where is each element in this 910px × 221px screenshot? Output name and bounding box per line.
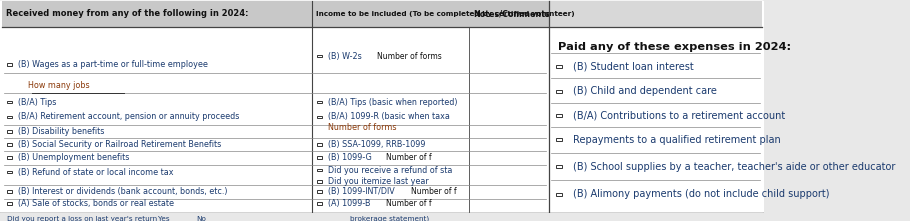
Text: (A) 1099-B: (A) 1099-B <box>329 199 371 208</box>
Text: (B/A) 1099-R (basic when taxa: (B/A) 1099-R (basic when taxa <box>329 112 450 121</box>
Text: (B) School supplies by a teacher, teacher's aide or other educator: (B) School supplies by a teacher, teache… <box>573 162 895 171</box>
Bar <box>7 171 12 173</box>
Text: Did you report a loss on last year's return: Did you report a loss on last year's ret… <box>7 216 157 221</box>
Text: (B/A) Tips (basic when reported): (B/A) Tips (basic when reported) <box>329 98 458 107</box>
Text: Number of f: Number of f <box>386 153 431 162</box>
Text: Number of f: Number of f <box>411 187 457 196</box>
Text: Repayments to a qualified retirement plan: Repayments to a qualified retirement pla… <box>573 135 781 145</box>
Text: (B) Alimony payments (do not include child support): (B) Alimony payments (do not include chi… <box>573 189 829 199</box>
Text: (B/A) Tips: (B/A) Tips <box>18 98 56 107</box>
Text: brokerage statement): brokerage statement) <box>349 216 429 221</box>
Bar <box>556 193 562 196</box>
Text: (B) Disability benefits: (B) Disability benefits <box>18 127 105 136</box>
Bar <box>147 218 151 220</box>
Text: (A) Sale of stocks, bonds or real estate: (A) Sale of stocks, bonds or real estate <box>18 199 175 208</box>
Bar <box>317 156 322 159</box>
Bar <box>556 65 562 68</box>
Text: (B) Interest or dividends (bank account, bonds, etc.): (B) Interest or dividends (bank account,… <box>18 187 228 196</box>
Bar <box>7 130 12 133</box>
Bar <box>317 169 322 171</box>
Text: (B) Refund of state or local income tax: (B) Refund of state or local income tax <box>18 168 174 177</box>
Bar <box>7 101 12 103</box>
Bar <box>7 202 12 205</box>
Text: (B) Wages as a part-time or full-time employee: (B) Wages as a part-time or full-time em… <box>18 60 208 69</box>
Bar <box>317 202 322 205</box>
Text: Did you itemize last year: Did you itemize last year <box>329 177 430 186</box>
Text: (B) Student loan interest: (B) Student loan interest <box>573 61 693 71</box>
Text: Number of forms: Number of forms <box>378 51 442 61</box>
Bar <box>556 138 562 141</box>
Text: Income to be included (To be completed by certified volunteer): Income to be included (To be completed b… <box>317 11 575 17</box>
Bar <box>7 156 12 159</box>
Bar <box>7 143 12 146</box>
Bar <box>556 90 562 93</box>
Text: How many jobs: How many jobs <box>18 81 90 90</box>
Bar <box>7 190 12 193</box>
Text: No: No <box>197 216 207 221</box>
Text: (B) Unemployment benefits: (B) Unemployment benefits <box>18 153 130 162</box>
Bar <box>317 180 322 183</box>
Text: (B/A) Contributions to a retirement account: (B/A) Contributions to a retirement acco… <box>573 111 785 121</box>
Bar <box>556 165 562 168</box>
Text: Notes/Comments: Notes/Comments <box>473 9 551 18</box>
Bar <box>317 143 322 146</box>
Bar <box>317 116 322 118</box>
Text: (B) Child and dependent care: (B) Child and dependent care <box>573 86 717 96</box>
Text: (B) 1099-G: (B) 1099-G <box>329 153 372 162</box>
Text: Yes: Yes <box>158 216 170 221</box>
FancyBboxPatch shape <box>0 0 769 213</box>
Bar <box>549 1 763 27</box>
Bar <box>556 114 562 117</box>
Text: (B) SSA-1099, RRB-1099: (B) SSA-1099, RRB-1099 <box>329 140 426 149</box>
Bar <box>185 218 189 220</box>
Text: Did you receive a refund of sta: Did you receive a refund of sta <box>329 166 453 175</box>
Bar <box>317 101 322 103</box>
Bar <box>2 1 549 27</box>
Text: (B) Social Security or Railroad Retirement Benefits: (B) Social Security or Railroad Retireme… <box>18 140 221 149</box>
Text: Number of f: Number of f <box>386 199 431 208</box>
Text: Paid any of these expenses in 2024:: Paid any of these expenses in 2024: <box>558 42 791 52</box>
Bar <box>317 55 322 57</box>
Bar <box>317 190 322 193</box>
Text: (B) 1099-INT/DIV: (B) 1099-INT/DIV <box>329 187 395 196</box>
Text: Received money from any of the following in 2024:: Received money from any of the following… <box>6 9 248 18</box>
Text: (B/A) Retirement account, pension or annuity proceeds: (B/A) Retirement account, pension or ann… <box>18 112 239 121</box>
Text: Number of forms: Number of forms <box>329 123 397 132</box>
Text: (B) W-2s: (B) W-2s <box>329 51 362 61</box>
Bar <box>7 116 12 118</box>
Bar <box>7 63 12 66</box>
